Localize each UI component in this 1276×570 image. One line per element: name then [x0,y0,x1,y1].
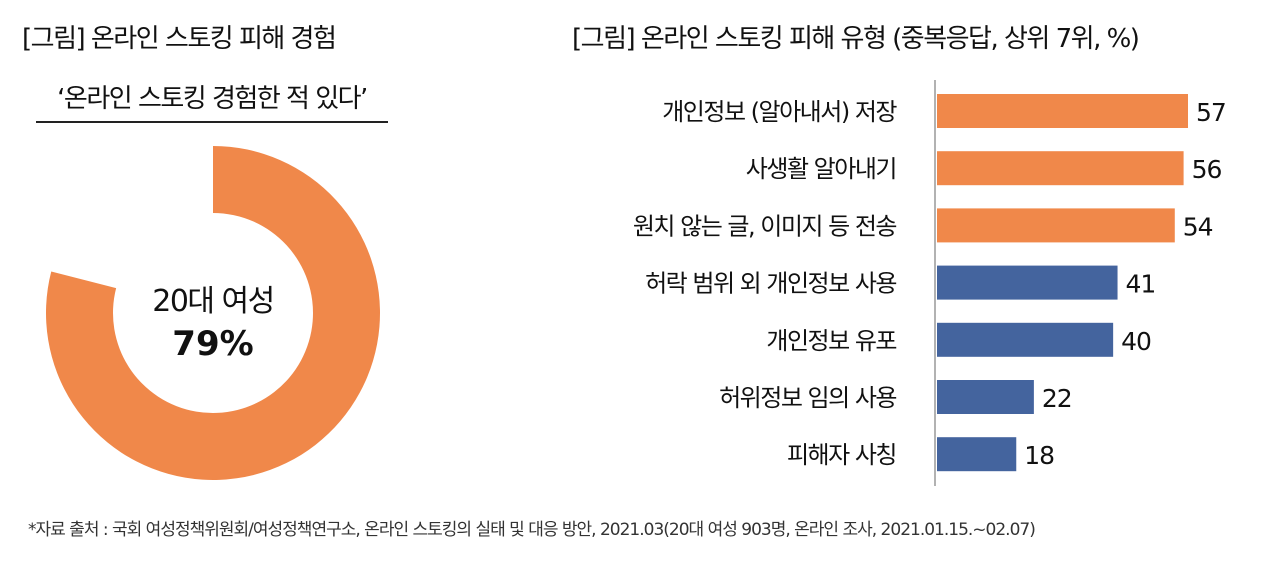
category-label: 사생활 알아내기 [746,155,896,183]
bar [937,322,1114,357]
bar-value-label: 41 [1126,270,1156,299]
category-label: 개인정보 (알아내서) 저장 [662,98,897,126]
bar-chart-title: [그림] 온라인 스토킹 피해 유형 (중복응답, 상위 7위, %) [572,24,1140,54]
category-label: 피해자 사칭 [787,441,896,469]
bar [937,380,1034,414]
category-label: 허위정보 임의 사용 [719,384,896,412]
bar [937,208,1175,243]
bar [937,94,1188,128]
bar-value-label: 18 [1024,441,1054,470]
donut-segment [46,146,380,481]
bar [937,151,1184,186]
donut-subtitle: ‘온라인 스토킹 경험한 적 있다’ [36,78,388,123]
bar-value-label: 40 [1121,327,1151,356]
source-footnote: *자료 출처 : 국회 여성정책위원회/여성정책연구소, 온라인 스토킹의 실태… [28,520,1036,540]
bar-value-label: 22 [1042,384,1072,413]
donut-title: [그림] 온라인 스토킹 피해 경험 [22,24,337,54]
donut-center-label: 20대 여성 [152,284,274,319]
bar-value-label: 57 [1196,98,1226,127]
bar [937,437,1017,472]
donut-center-value: 79% [172,324,253,364]
bar-value-label: 54 [1183,212,1213,241]
category-label: 원치 않는 글, 이미지 등 전송 [633,212,897,240]
bar-value-label: 56 [1192,155,1222,184]
category-label: 허락 범위 외 개인정보 사용 [645,270,896,298]
category-label: 개인정보 유포 [766,327,896,355]
bar [937,265,1118,300]
